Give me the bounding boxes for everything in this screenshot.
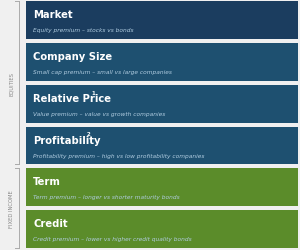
Bar (26, 210, 298, 248)
Bar (26, 44, 298, 81)
Text: Small cap premium – small vs large companies: Small cap premium – small vs large compa… (33, 70, 172, 74)
Text: Equity premium – stocks vs bonds: Equity premium – stocks vs bonds (33, 28, 134, 33)
Text: 1: 1 (91, 90, 95, 95)
Text: Value premium – value vs growth companies: Value premium – value vs growth companie… (33, 111, 165, 116)
Text: 2: 2 (87, 132, 91, 137)
Text: Term premium – longer vs shorter maturity bonds: Term premium – longer vs shorter maturit… (33, 194, 180, 200)
Bar (26, 127, 298, 165)
Text: Profitability: Profitability (33, 135, 101, 145)
Bar (26, 169, 298, 206)
Bar (26, 2, 298, 40)
Text: Credit premium – lower vs higher credit quality bonds: Credit premium – lower vs higher credit … (33, 236, 192, 241)
Text: Profitability premium – high vs low profitability companies: Profitability premium – high vs low prof… (33, 153, 204, 158)
Text: Term: Term (33, 177, 61, 187)
Text: Market: Market (33, 10, 73, 20)
Text: Company Size: Company Size (33, 52, 112, 62)
Text: Credit: Credit (33, 218, 68, 228)
Text: Relative Price: Relative Price (33, 94, 111, 104)
Text: EQUITIES: EQUITIES (9, 72, 14, 95)
Bar (26, 85, 298, 123)
Text: FIXED INCOME: FIXED INCOME (9, 190, 14, 227)
